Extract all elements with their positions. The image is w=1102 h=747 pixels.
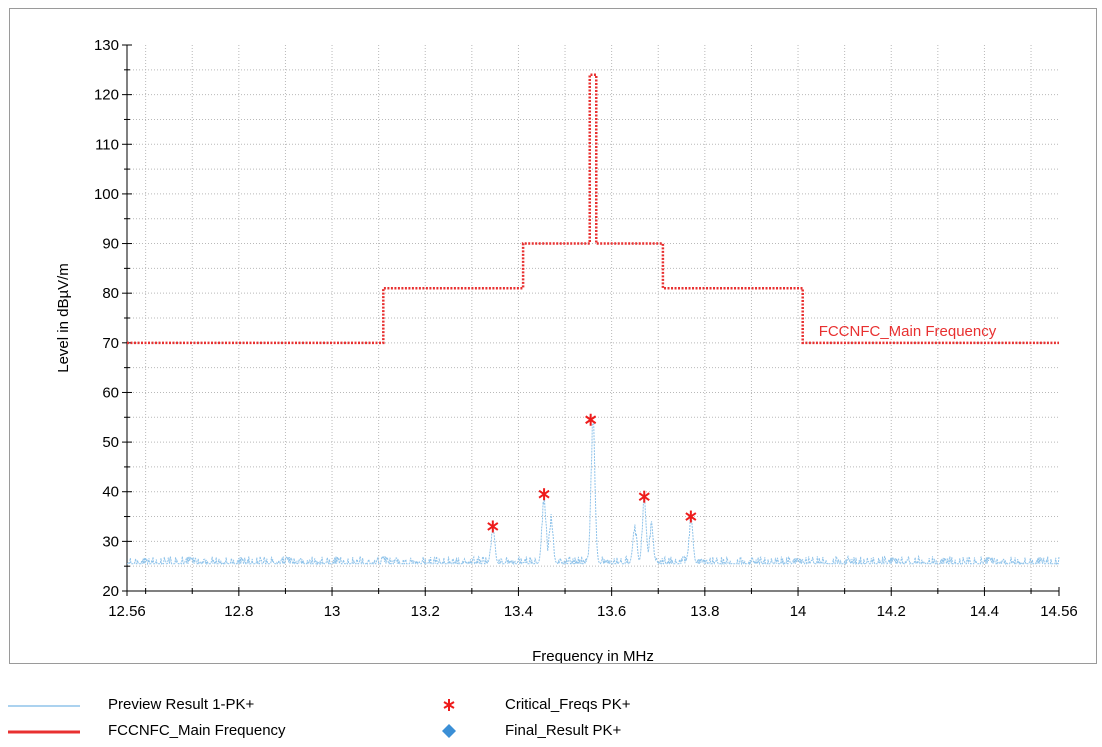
x-tick-label: 14.2 (877, 603, 906, 620)
legend-critical-label: Critical_Freqs PK+ (505, 696, 631, 713)
y-tick-label: 130 (94, 37, 119, 54)
y-tick-label: 120 (94, 87, 119, 104)
legend-preview-label: Preview Result 1-PK+ (108, 696, 255, 713)
chart-frame: 20 30 40 50 60 70 80 90 100 110 120 130 12.56 12.8 13 1… (9, 8, 1097, 664)
diamond-marker-icon (442, 724, 456, 738)
asterisk-marker-icon (443, 699, 455, 711)
x-tick-label: 13.8 (690, 603, 719, 620)
x-tick-label: 12.56 (108, 603, 146, 620)
y-tick-label: 80 (102, 285, 119, 302)
critical-freq-marker (487, 520, 499, 533)
critical-freq-marker (585, 413, 597, 426)
critical-freq-marker (638, 490, 650, 503)
x-tick-label: 13.4 (504, 603, 533, 620)
y-tick-label: 30 (102, 533, 119, 550)
preview-series-line (127, 422, 1060, 566)
x-tick-label: 14.4 (970, 603, 999, 620)
y-tick-label: 110 (95, 136, 119, 153)
y-tick-label: 40 (102, 484, 119, 501)
legend-limit-swatch (8, 730, 80, 734)
legend-final-label: Final_Result PK+ (505, 722, 622, 739)
x-tick-label: 14 (790, 603, 807, 620)
x-tick-label: 13.2 (411, 603, 440, 620)
limit-line (127, 73, 1059, 345)
y-tick-label: 20 (102, 583, 119, 600)
legend-preview-swatch (8, 705, 80, 707)
legend-limit-label: FCCNFC_Main Frequency (108, 722, 286, 739)
emission-chart: 20 30 40 50 60 70 80 90 100 110 120 130 12.56 12.8 13 1… (55, 37, 1078, 663)
y-tick-label: 50 (102, 434, 119, 451)
y-tick-label: 90 (102, 236, 119, 253)
y-tick-label: 60 (102, 384, 119, 401)
critical-freq-marker (538, 488, 550, 501)
x-tick-label: 12.8 (224, 603, 253, 620)
y-tick-label: 100 (94, 186, 119, 203)
x-tick-label: 13 (324, 603, 341, 620)
y-tick-label: 70 (102, 335, 119, 352)
y-axis-label: Level in dBµV/m (55, 263, 72, 373)
critical-freq-marker (685, 510, 697, 523)
x-axis-label: Frequency in MHz (532, 648, 654, 663)
x-tick-label: 14.56 (1040, 603, 1078, 620)
limit-line-label: FCCNFC_Main Frequency (819, 323, 997, 340)
x-tick-label: 13.6 (597, 603, 626, 620)
